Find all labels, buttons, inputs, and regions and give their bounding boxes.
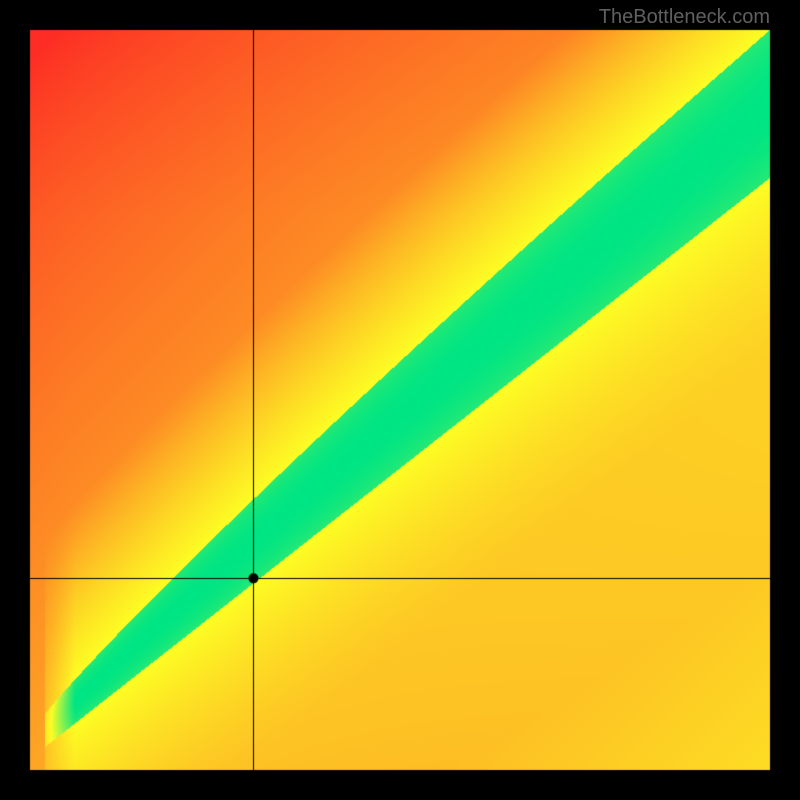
watermark-text: TheBottleneck.com [599, 6, 770, 29]
bottleneck-heatmap-canvas [0, 0, 800, 800]
chart-container: TheBottleneck.com [0, 0, 800, 800]
